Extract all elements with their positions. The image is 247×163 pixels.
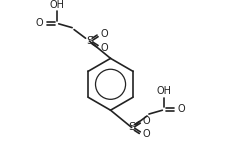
Text: O: O [178,104,185,114]
Text: S: S [86,36,93,46]
Text: O: O [100,29,108,39]
Text: O: O [36,18,43,28]
Text: S: S [128,122,135,133]
Text: O: O [142,116,150,126]
Text: O: O [100,43,108,53]
Text: O: O [142,129,150,139]
Text: OH: OH [49,0,64,10]
Text: OH: OH [157,86,172,96]
